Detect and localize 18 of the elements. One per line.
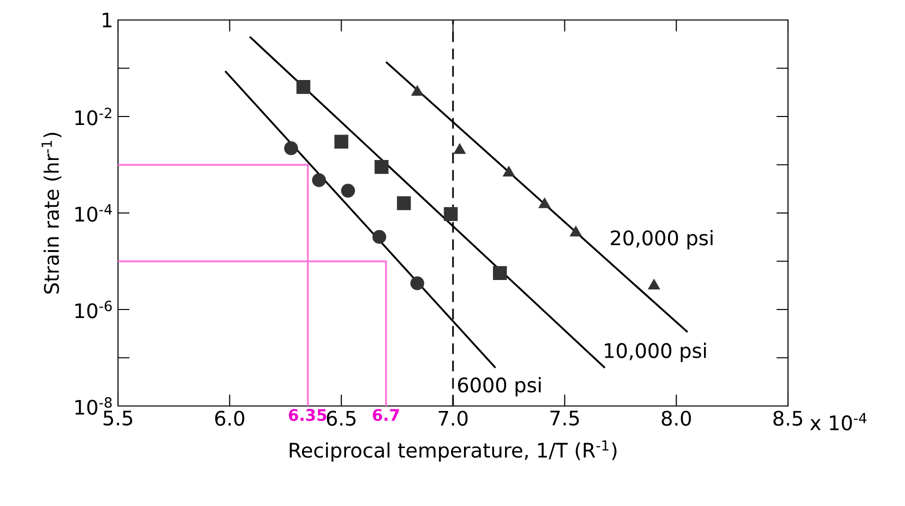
- x-tick-label: 8.0: [662, 410, 691, 426]
- text: 6.35: [288, 408, 326, 422]
- annotation: 10,000 psi: [604, 342, 706, 362]
- x-tick-label: 8.5: [773, 410, 802, 426]
- x-tick-label: 7.0: [438, 410, 468, 426]
- y-axis-title: Strain rate (hr$^{-1}$): [42, 132, 62, 294]
- annotation: 6000 psi: [458, 377, 541, 396]
- text: x 10$^{-4}$: [810, 412, 866, 430]
- annotation: 20,000 psi: [610, 230, 712, 250]
- text: 6.7: [372, 408, 399, 422]
- x-axis-title: Reciprocal temperature, 1/T (R$^{-1}$): [290, 440, 616, 462]
- y-tick-label: 10$^{-2}$: [75, 108, 112, 126]
- y-tick-label: 1: [102, 12, 112, 28]
- y-tick-label: 10$^{-6}$: [75, 300, 112, 318]
- x-tick-label: 6.5: [326, 410, 356, 426]
- x-tick-label: 7.5: [550, 410, 579, 426]
- y-tick-label: 10$^{-4}$: [75, 204, 112, 222]
- x-tick-label: 6.0: [215, 410, 244, 426]
